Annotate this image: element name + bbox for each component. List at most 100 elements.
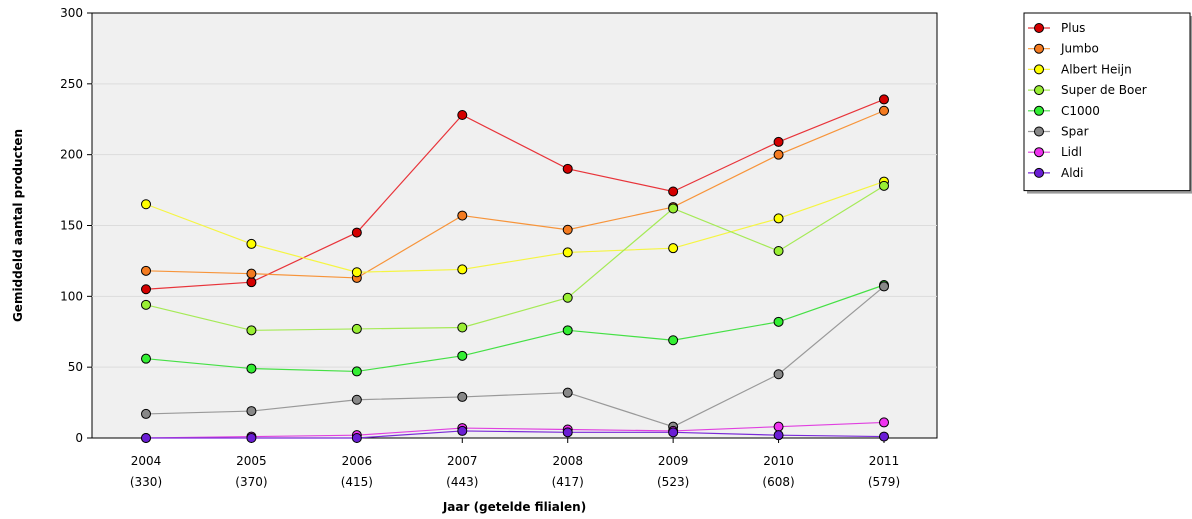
data-point — [563, 326, 572, 335]
data-point — [142, 200, 151, 209]
y-tick-label: 150 — [60, 219, 83, 233]
legend-marker — [1035, 106, 1044, 115]
legend-marker — [1035, 24, 1044, 33]
x-axis-title: Jaar (getelde filialen) — [442, 500, 586, 514]
legend-item: Jumbo — [1028, 42, 1099, 56]
data-point — [247, 364, 256, 373]
x-tick-label-year: 2005 — [236, 454, 267, 468]
data-point — [669, 244, 678, 253]
x-tick-label-count: (330) — [130, 475, 162, 489]
data-point — [563, 225, 572, 234]
data-point — [247, 326, 256, 335]
data-point — [563, 428, 572, 437]
data-point — [880, 418, 889, 427]
x-tick-label-count: (523) — [657, 475, 689, 489]
data-point — [774, 150, 783, 159]
legend-label: Albert Heijn — [1061, 62, 1132, 76]
data-point — [563, 293, 572, 302]
data-point — [774, 431, 783, 440]
data-point — [458, 351, 467, 360]
y-axis-title: Gemiddeld aantal producten — [11, 129, 25, 322]
y-tick-label: 200 — [60, 148, 83, 162]
data-point — [774, 317, 783, 326]
data-point — [563, 248, 572, 257]
legend-label: Jumbo — [1060, 42, 1099, 56]
data-point — [458, 211, 467, 220]
data-point — [352, 324, 361, 333]
y-tick-label: 300 — [60, 6, 83, 20]
y-tick-label: 100 — [60, 289, 83, 303]
legend-label: Lidl — [1061, 145, 1082, 159]
data-point — [247, 239, 256, 248]
x-tick-label-count: (608) — [762, 475, 794, 489]
legend-item: C1000 — [1028, 104, 1100, 118]
y-tick-label: 50 — [68, 360, 83, 374]
x-tick-label-count: (415) — [341, 475, 373, 489]
data-point — [352, 395, 361, 404]
data-point — [458, 111, 467, 120]
legend-label: Super de Boer — [1061, 83, 1147, 97]
data-point — [880, 106, 889, 115]
legend-marker — [1035, 127, 1044, 136]
data-point — [774, 214, 783, 223]
data-point — [458, 426, 467, 435]
data-point — [142, 434, 151, 443]
data-point — [247, 278, 256, 287]
x-tick-label-year: 2004 — [131, 454, 162, 468]
legend-box — [1024, 13, 1190, 191]
x-tick-label-year: 2008 — [552, 454, 583, 468]
data-point — [880, 95, 889, 104]
y-tick-label: 0 — [75, 431, 83, 445]
data-point — [774, 247, 783, 256]
data-point — [352, 367, 361, 376]
legend-label: Spar — [1061, 125, 1089, 139]
data-point — [669, 187, 678, 196]
data-point — [142, 409, 151, 418]
data-point — [142, 285, 151, 294]
data-point — [669, 336, 678, 345]
data-point — [563, 388, 572, 397]
legend-marker — [1035, 65, 1044, 74]
x-tick-label-count: (370) — [235, 475, 267, 489]
data-point — [352, 228, 361, 237]
data-point — [142, 266, 151, 275]
data-point — [669, 428, 678, 437]
data-point — [880, 181, 889, 190]
data-point — [774, 137, 783, 146]
data-point — [458, 323, 467, 332]
legend-marker — [1035, 86, 1044, 95]
data-point — [142, 354, 151, 363]
data-point — [880, 282, 889, 291]
y-axis: 0 50 100 150 200 250 300 — [60, 6, 92, 445]
data-point — [352, 434, 361, 443]
legend-label: Plus — [1061, 21, 1085, 35]
data-point — [458, 265, 467, 274]
x-tick-label-year: 2009 — [658, 454, 689, 468]
data-point — [142, 300, 151, 309]
legend-label: Aldi — [1061, 166, 1084, 180]
data-point — [669, 204, 678, 213]
legend: Plus Jumbo Albert Heijn Super de Boer C1000 S… — [1024, 13, 1192, 194]
legend-marker — [1035, 168, 1044, 177]
x-tick-label-count: (417) — [552, 475, 584, 489]
data-point — [247, 407, 256, 416]
data-point — [880, 432, 889, 441]
legend-marker — [1035, 148, 1044, 157]
data-point — [247, 434, 256, 443]
legend-marker — [1035, 44, 1044, 53]
data-point — [563, 164, 572, 173]
x-tick-label-count: (443) — [446, 475, 478, 489]
legend-label: C1000 — [1061, 104, 1100, 118]
x-tick-label-count: (579) — [868, 475, 900, 489]
x-tick-label-year: 2011 — [869, 454, 900, 468]
x-tick-label-year: 2010 — [763, 454, 794, 468]
x-axis: 2004 (330) 2005 (370) 2006 (415) 2007 (443) 2008… — [130, 438, 900, 489]
data-point — [458, 392, 467, 401]
data-point — [352, 268, 361, 277]
y-tick-label: 250 — [60, 77, 83, 91]
x-tick-label-year: 2007 — [447, 454, 478, 468]
data-point — [774, 370, 783, 379]
data-point — [774, 422, 783, 431]
data-point — [247, 269, 256, 278]
